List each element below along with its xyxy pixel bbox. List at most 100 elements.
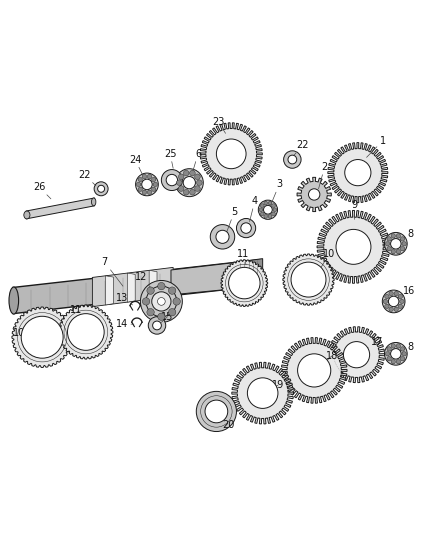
Circle shape <box>153 182 157 187</box>
Circle shape <box>297 354 331 387</box>
Circle shape <box>385 241 390 246</box>
Text: 9: 9 <box>351 200 357 220</box>
Circle shape <box>268 214 272 218</box>
Text: 1: 1 <box>367 136 386 157</box>
Polygon shape <box>12 307 72 367</box>
Circle shape <box>400 246 405 251</box>
Circle shape <box>264 201 268 205</box>
Text: 7: 7 <box>102 257 123 286</box>
Circle shape <box>147 287 154 294</box>
Circle shape <box>258 200 278 220</box>
Circle shape <box>400 237 405 241</box>
Text: 10: 10 <box>13 328 35 338</box>
Text: 13: 13 <box>116 293 133 305</box>
Circle shape <box>260 212 264 216</box>
Circle shape <box>394 307 399 311</box>
Text: 6: 6 <box>193 149 201 171</box>
Circle shape <box>196 391 237 432</box>
Circle shape <box>343 342 370 368</box>
Polygon shape <box>127 273 135 302</box>
Circle shape <box>288 155 297 164</box>
Circle shape <box>284 151 301 168</box>
Circle shape <box>152 321 161 330</box>
Circle shape <box>391 344 396 348</box>
Text: 20: 20 <box>221 416 235 430</box>
Polygon shape <box>232 362 293 424</box>
Circle shape <box>229 268 260 299</box>
Polygon shape <box>92 268 173 306</box>
Circle shape <box>152 187 156 191</box>
Circle shape <box>184 189 189 195</box>
Polygon shape <box>317 211 390 283</box>
Polygon shape <box>237 259 263 289</box>
Circle shape <box>194 186 200 191</box>
Circle shape <box>183 176 195 189</box>
Circle shape <box>175 169 203 197</box>
Circle shape <box>272 212 276 216</box>
Circle shape <box>178 186 184 191</box>
Circle shape <box>161 169 182 190</box>
Circle shape <box>382 290 405 313</box>
Ellipse shape <box>24 211 30 219</box>
Circle shape <box>391 360 396 364</box>
Ellipse shape <box>92 198 96 206</box>
Circle shape <box>138 177 142 182</box>
Circle shape <box>194 174 200 180</box>
Circle shape <box>291 262 326 297</box>
Circle shape <box>216 139 246 169</box>
Circle shape <box>190 189 195 195</box>
Circle shape <box>402 352 406 356</box>
Circle shape <box>177 180 182 185</box>
Polygon shape <box>297 177 331 212</box>
Circle shape <box>158 282 165 290</box>
Circle shape <box>21 316 63 358</box>
Circle shape <box>391 234 396 238</box>
Text: 10: 10 <box>319 249 335 270</box>
Polygon shape <box>171 262 239 295</box>
Polygon shape <box>149 270 157 300</box>
Circle shape <box>383 299 388 304</box>
Circle shape <box>237 219 256 238</box>
Circle shape <box>387 357 391 361</box>
Circle shape <box>394 292 399 296</box>
Text: 8: 8 <box>398 229 413 241</box>
Circle shape <box>385 343 407 365</box>
Circle shape <box>389 307 393 311</box>
Circle shape <box>260 204 264 207</box>
Circle shape <box>387 246 391 251</box>
Circle shape <box>241 223 251 233</box>
Circle shape <box>147 309 154 316</box>
Circle shape <box>400 357 405 361</box>
Text: 3: 3 <box>271 180 283 205</box>
Circle shape <box>169 309 176 316</box>
Circle shape <box>391 349 401 359</box>
Circle shape <box>67 313 104 350</box>
Circle shape <box>178 174 184 180</box>
Circle shape <box>272 204 276 207</box>
Text: 12: 12 <box>135 272 153 290</box>
Text: 22: 22 <box>78 170 96 185</box>
Circle shape <box>147 190 152 195</box>
Polygon shape <box>106 276 113 305</box>
Circle shape <box>142 179 152 190</box>
Text: 15: 15 <box>161 312 174 322</box>
Circle shape <box>169 287 176 294</box>
Circle shape <box>345 159 371 185</box>
Circle shape <box>268 201 272 205</box>
Circle shape <box>264 205 272 214</box>
Circle shape <box>387 237 391 241</box>
Circle shape <box>264 214 268 218</box>
Text: 8: 8 <box>398 342 413 352</box>
Circle shape <box>152 292 171 311</box>
Circle shape <box>385 232 407 255</box>
Circle shape <box>158 297 165 305</box>
Ellipse shape <box>9 287 18 314</box>
Circle shape <box>216 230 229 244</box>
Polygon shape <box>221 260 268 306</box>
Text: 19: 19 <box>271 380 284 390</box>
Circle shape <box>205 400 228 423</box>
Circle shape <box>141 280 182 322</box>
Circle shape <box>385 352 390 356</box>
Polygon shape <box>281 337 347 403</box>
Circle shape <box>273 208 277 212</box>
